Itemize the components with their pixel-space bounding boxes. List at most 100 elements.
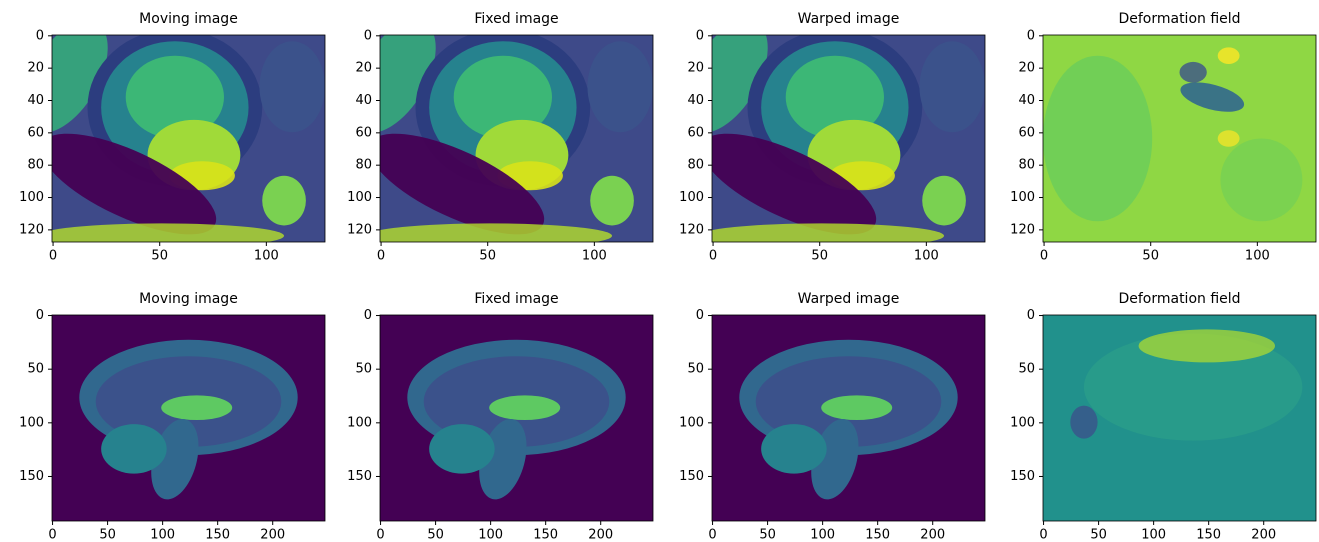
x-tick-label: 50 bbox=[427, 528, 444, 542]
x-tick-label: 100 bbox=[1245, 249, 1270, 264]
y-tick-label: 100 bbox=[1010, 190, 1035, 205]
subplot: Fixed image 0 50 100 0 20 40 60 80 100 120 bbox=[347, 11, 654, 264]
y-tick-label: 0 bbox=[36, 28, 44, 43]
y-tick-label: 100 bbox=[1010, 415, 1035, 430]
image-region bbox=[712, 35, 768, 133]
x-tick-label: 150 bbox=[533, 528, 558, 542]
image-region bbox=[590, 175, 634, 226]
subplot: Warped image 0 50 100 150 200 0 50 100 150 bbox=[679, 291, 986, 542]
x-tick-label: 100 bbox=[914, 249, 939, 264]
image-region bbox=[125, 55, 224, 139]
y-tick-label: 0 bbox=[696, 308, 704, 323]
image-region bbox=[1179, 61, 1207, 83]
image bbox=[380, 315, 653, 521]
x-tick-label: 150 bbox=[865, 528, 890, 542]
image-region bbox=[380, 35, 436, 133]
x-tick-label: 0 bbox=[376, 528, 384, 542]
image-region bbox=[712, 133, 877, 235]
image-region bbox=[262, 175, 306, 226]
y-tick-label: 120 bbox=[679, 222, 704, 237]
axes-frame bbox=[51, 34, 326, 243]
image-region bbox=[1043, 55, 1153, 222]
x-tick-label: 0 bbox=[49, 249, 57, 264]
y-tick-label: 40 bbox=[355, 93, 372, 108]
image-region bbox=[1217, 130, 1240, 147]
subplot: Fixed image 0 50 100 150 200 0 50 100 150 bbox=[347, 291, 654, 542]
y-tick-label: 80 bbox=[1018, 158, 1035, 173]
y-tick-label: 20 bbox=[27, 61, 44, 76]
y-tick-label: 20 bbox=[355, 61, 372, 76]
image bbox=[52, 35, 325, 242]
y-tick-label: 80 bbox=[687, 158, 704, 173]
y-tick-label: 150 bbox=[347, 469, 372, 484]
image-region bbox=[380, 133, 545, 235]
image-region bbox=[821, 395, 893, 421]
axes-frame bbox=[1042, 314, 1317, 522]
x-tick-label: 100 bbox=[1141, 528, 1166, 542]
image-region bbox=[785, 55, 884, 139]
x-tick-label: 150 bbox=[1196, 528, 1221, 542]
subplot-title: Warped image bbox=[798, 291, 900, 307]
subplot: Moving image 0 50 100 0 20 40 60 80 100 120 bbox=[19, 11, 326, 264]
x-tick-label: 150 bbox=[205, 528, 230, 542]
y-tick-label: 100 bbox=[19, 415, 44, 430]
subplot-title: Moving image bbox=[139, 291, 238, 307]
y-tick-label: 150 bbox=[679, 469, 704, 484]
image-region bbox=[380, 223, 613, 242]
image bbox=[712, 35, 985, 242]
x-tick-label: 0 bbox=[1039, 528, 1047, 542]
y-tick-label: 0 bbox=[1027, 28, 1035, 43]
axes-frame bbox=[379, 314, 654, 522]
x-tick-label: 50 bbox=[759, 528, 776, 542]
y-tick-label: 50 bbox=[687, 362, 704, 377]
y-tick-label: 120 bbox=[1010, 222, 1035, 237]
image-region bbox=[52, 223, 285, 242]
image-region bbox=[489, 395, 561, 421]
image-region bbox=[761, 424, 827, 474]
image-region bbox=[429, 424, 495, 474]
x-tick-label: 50 bbox=[1142, 249, 1159, 264]
x-tick-label: 50 bbox=[811, 249, 828, 264]
x-tick-label: 50 bbox=[151, 249, 168, 264]
x-tick-label: 100 bbox=[810, 528, 835, 542]
x-tick-label: 50 bbox=[479, 249, 496, 264]
image-region bbox=[1180, 82, 1245, 112]
x-tick-label: 0 bbox=[48, 528, 56, 542]
image bbox=[1043, 35, 1316, 242]
y-tick-label: 120 bbox=[347, 222, 372, 237]
x-tick-label: 100 bbox=[478, 528, 503, 542]
image-region bbox=[587, 41, 653, 133]
y-tick-label: 20 bbox=[1018, 61, 1035, 76]
x-tick-label: 0 bbox=[377, 249, 385, 264]
y-tick-label: 120 bbox=[19, 222, 44, 237]
image-region bbox=[1217, 47, 1240, 64]
y-tick-label: 20 bbox=[687, 61, 704, 76]
image-region bbox=[52, 133, 217, 235]
y-tick-label: 50 bbox=[27, 362, 44, 377]
subplot: Moving image 0 50 100 150 200 0 50 100 150 bbox=[19, 291, 326, 542]
image-region bbox=[161, 395, 233, 421]
image-region bbox=[101, 424, 167, 474]
image-region bbox=[1070, 405, 1098, 439]
y-tick-label: 150 bbox=[1010, 469, 1035, 484]
x-tick-label: 200 bbox=[1251, 528, 1276, 542]
axes-frame bbox=[379, 34, 654, 243]
y-tick-label: 60 bbox=[1018, 125, 1035, 140]
subplot: Warped image 0 50 100 0 20 40 60 80 100 120 bbox=[679, 11, 986, 264]
y-tick-label: 100 bbox=[679, 415, 704, 430]
x-tick-label: 100 bbox=[582, 249, 607, 264]
subplot: Deformation field 0 50 100 150 200 0 50 100 150 bbox=[1010, 291, 1317, 542]
subplot: Deformation field 0 50 100 0 20 40 60 80 100 120 bbox=[1010, 11, 1317, 264]
x-tick-label: 200 bbox=[920, 528, 945, 542]
y-tick-label: 0 bbox=[364, 28, 372, 43]
subplot-title: Warped image bbox=[798, 11, 900, 27]
y-tick-label: 100 bbox=[19, 190, 44, 205]
y-tick-label: 40 bbox=[687, 93, 704, 108]
y-tick-label: 100 bbox=[679, 190, 704, 205]
y-tick-label: 150 bbox=[19, 469, 44, 484]
y-tick-label: 0 bbox=[696, 28, 704, 43]
image bbox=[1043, 315, 1316, 521]
y-tick-label: 40 bbox=[27, 93, 44, 108]
y-tick-label: 80 bbox=[355, 158, 372, 173]
